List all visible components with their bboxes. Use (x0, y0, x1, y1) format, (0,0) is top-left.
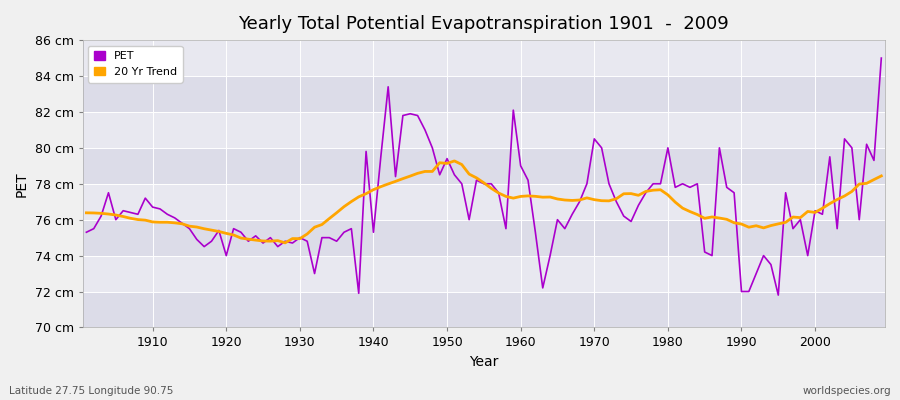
Bar (83, 112, 885, 148)
Bar (83, 148, 885, 184)
Title: Yearly Total Potential Evapotranspiration 1901  -  2009: Yearly Total Potential Evapotranspiratio… (238, 15, 729, 33)
X-axis label: Year: Year (469, 355, 499, 369)
Bar (83, 256, 885, 292)
Bar (83, 292, 885, 328)
Y-axis label: PET: PET (15, 171, 29, 196)
Bar (83, 184, 885, 220)
Bar (83, 40, 885, 76)
Bar (83, 220, 885, 256)
Bar (83, 76, 885, 112)
Text: worldspecies.org: worldspecies.org (803, 386, 891, 396)
Legend: PET, 20 Yr Trend: PET, 20 Yr Trend (88, 46, 183, 82)
Text: Latitude 27.75 Longitude 90.75: Latitude 27.75 Longitude 90.75 (9, 386, 174, 396)
